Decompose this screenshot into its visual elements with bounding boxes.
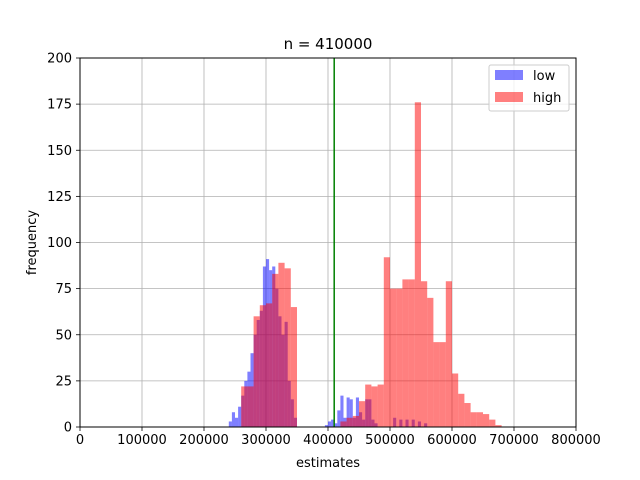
bar-high xyxy=(247,386,254,427)
bar-low xyxy=(238,406,242,427)
bar-high xyxy=(427,297,434,427)
bar-high xyxy=(278,262,285,427)
x-tick-label: 300000 xyxy=(241,433,291,448)
bar-high xyxy=(433,342,440,427)
bar-high xyxy=(290,307,297,427)
bar-high xyxy=(365,384,372,427)
bar-high xyxy=(452,373,459,427)
bar-high xyxy=(390,288,397,427)
bar-high xyxy=(402,279,409,427)
bar-high xyxy=(359,401,366,427)
bar-high xyxy=(439,342,446,427)
bar-high xyxy=(489,419,496,427)
x-tick-label: 400000 xyxy=(303,433,353,448)
bar-high xyxy=(352,415,359,427)
y-tick-label: 150 xyxy=(47,144,72,159)
bar-high xyxy=(383,257,390,427)
bar-low xyxy=(328,421,332,427)
bar-high xyxy=(346,417,353,427)
legend-label-low: low xyxy=(533,69,556,84)
bar-low xyxy=(355,397,359,427)
y-tick-label: 200 xyxy=(47,52,72,67)
y-axis-label: frequency xyxy=(25,210,40,276)
bar-high xyxy=(445,281,452,427)
bar-high xyxy=(396,288,403,427)
x-tick-label: 200000 xyxy=(179,433,229,448)
legend-label-high: high xyxy=(533,91,561,106)
bar-low xyxy=(349,399,353,427)
bar-low xyxy=(331,419,335,427)
y-tick-label: 75 xyxy=(55,282,72,297)
x-tick-label: 100000 xyxy=(117,433,167,448)
axis-ticks: 0 100000 200000 300000 400000 500000 600000 700… xyxy=(47,52,601,449)
x-tick-label: 600000 xyxy=(427,433,477,448)
bar-high xyxy=(340,421,347,427)
bar-high xyxy=(464,403,471,427)
legend-swatch-low xyxy=(495,70,523,80)
x-tick-label: 800000 xyxy=(551,433,601,448)
bar-low xyxy=(337,410,341,427)
bar-high xyxy=(377,384,384,427)
x-axis-label: estimates xyxy=(296,456,360,471)
bar-high xyxy=(495,425,502,427)
histogram-bars xyxy=(228,102,502,427)
bar-low xyxy=(324,425,328,427)
chart-title: n = 410000 xyxy=(284,35,373,53)
bar-low xyxy=(228,421,232,427)
y-tick-label: 25 xyxy=(55,374,72,389)
bar-high xyxy=(253,316,260,427)
bar-low xyxy=(346,397,350,427)
bar-high xyxy=(408,279,415,427)
x-tick-label: 700000 xyxy=(489,433,539,448)
bar-high xyxy=(470,412,477,427)
bar-high xyxy=(371,386,378,427)
y-tick-label: 50 xyxy=(55,328,72,343)
bar-low xyxy=(235,417,239,427)
bar-high xyxy=(483,414,490,427)
legend: low high xyxy=(488,64,570,112)
y-tick-label: 175 xyxy=(47,98,72,113)
bar-high xyxy=(476,412,483,427)
y-tick-label: 0 xyxy=(64,421,72,436)
bar-high xyxy=(284,268,291,427)
y-tick-label: 100 xyxy=(47,236,72,251)
grid-lines xyxy=(79,57,577,428)
x-tick-label: 500000 xyxy=(365,433,415,448)
bar-high xyxy=(272,273,279,427)
bar-low xyxy=(340,395,344,427)
y-tick-label: 125 xyxy=(47,190,72,205)
bar-low xyxy=(231,412,235,427)
bar-low xyxy=(334,423,338,427)
bar-high xyxy=(414,102,421,427)
x-tick-label: 0 xyxy=(76,433,84,448)
bar-high xyxy=(458,393,465,427)
bar-high xyxy=(241,386,248,427)
legend-swatch-high xyxy=(495,92,523,102)
series-high xyxy=(241,102,502,427)
bar-high xyxy=(266,303,273,427)
bar-high xyxy=(259,305,266,427)
bar-high xyxy=(421,281,428,427)
